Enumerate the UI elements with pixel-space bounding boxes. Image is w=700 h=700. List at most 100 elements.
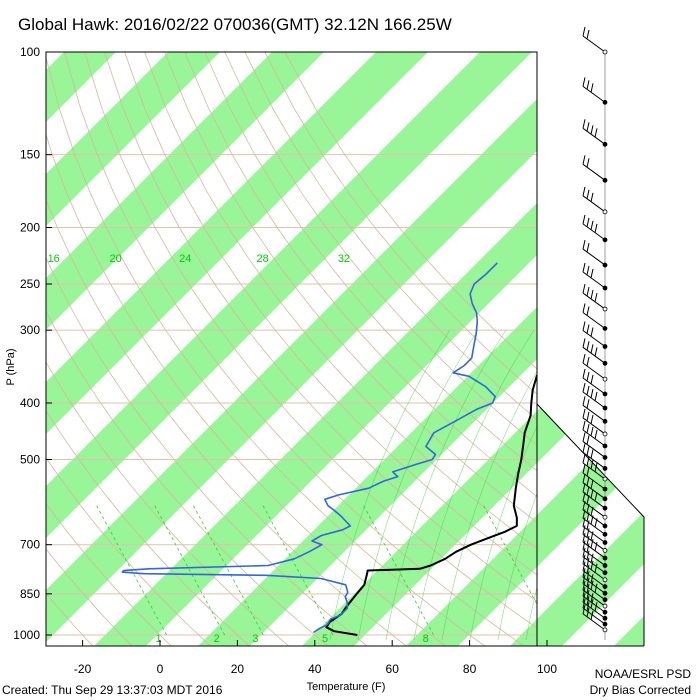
wind-barb [582,517,608,545]
isotherm-band [510,619,537,646]
wind-barb [582,155,608,183]
wind-barbs [582,26,608,633]
x-tick-label: 100 [537,662,557,676]
x-tick-label: 40 [308,662,322,676]
y-tick-label: 500 [20,452,40,466]
x-tick-label: 80 [463,662,477,676]
mixing-ratio-label: 20 [109,253,121,265]
dry-adiabat [144,52,537,549]
chart-title: Global Hawk: 2016/02/22 070036(GMT) 32.1… [18,15,452,34]
wind-barb [582,604,608,633]
isotherm-band [664,0,700,700]
wind-barb [582,382,608,411]
dry-adiabat [124,52,537,576]
moist-adiabat [525,585,537,641]
wind-barb [582,420,608,449]
temperature-axis: -20 0 20 40 60 80 100 [74,640,557,676]
created-timestamp: Created: Thu Sep 29 13:37:03 MDT 2016 [2,683,223,697]
mixing-ratio-bottom-label: 20 [667,633,679,645]
mixing-ratio-bottom-label: 5 [322,633,328,645]
wind-barb [582,483,608,511]
wind-barb [582,262,608,291]
mixing-ratio-lines: 123581220 [96,329,679,645]
wind-barb [582,283,608,312]
dry-adiabat [264,52,537,395]
wind-barb [582,509,608,537]
correction-label: Dry Bias Corrected [590,683,691,697]
mixing-ratio-label: 28 [257,253,269,265]
dry-adiabat [104,52,537,602]
wind-barb [582,473,608,502]
wind-barb [582,463,608,492]
wind-barb [582,453,608,482]
wind-barb [582,338,608,366]
mixing-ratio-label: 32 [338,253,350,265]
moist-adiabat [357,329,479,641]
y-tick-label: 100 [20,45,40,59]
isotherm-band [664,0,700,700]
dewpoint-line [121,262,498,634]
wind-barb [582,554,608,583]
wind-barb [582,593,608,621]
x-tick-label: 60 [386,662,400,676]
dry-adiabat [46,361,290,646]
mixing-ratio-label: 16 [48,253,60,265]
mixing-ratio-bottom-label: 2 [214,633,220,645]
x-tick-label: -20 [74,662,92,676]
wind-barb [582,432,608,460]
wind-barb [582,443,608,471]
wind-barb [582,525,608,553]
isotherm-band [537,52,644,646]
mixing-ratio-line [193,505,264,636]
dry-adiabat [46,133,447,646]
wind-barb [582,580,608,609]
y-tick-label: 700 [20,538,40,552]
dry-adiabat [46,256,368,646]
dry-adiabat [184,52,537,497]
pressure-axis: 100 150 200 250 300 400 500 700 850 1000 [13,45,52,642]
y-tick-label: 250 [20,277,40,291]
x-tick-label: 20 [231,662,245,676]
isotherm-band [46,52,324,330]
mixing-ratio-bottom-label: 1 [156,633,162,645]
mixing-ratio-bottom-label: 3 [252,633,258,645]
moist-adiabat [441,370,537,641]
y-tick-label: 400 [20,396,40,410]
wind-barb [582,599,608,627]
isotherm-band [46,52,220,226]
y-tick-label: 200 [20,221,40,235]
dry-adiabat [46,457,211,646]
wind-barb [582,119,608,147]
wind-barb [582,540,608,568]
wind-barb [582,547,608,576]
wind-barb [582,500,608,529]
dry-adiabat [46,592,94,646]
wind-barb [582,574,608,603]
wind-barb [582,321,608,349]
isotherm-band [46,52,532,538]
dry-adiabat [204,52,537,472]
dry-adiabat [46,548,133,646]
mixing-ratio-label: 12 [0,253,6,265]
dry-adiabat [224,52,537,446]
dry-adiabat [84,52,537,629]
mixing-ratio-label: 24 [179,253,191,265]
isobar-lines [46,52,537,636]
y-tick-label: 850 [20,587,40,601]
wind-barb [582,186,608,215]
wind-barb [582,239,608,268]
organization-label: NOAA/ESRL PSD [595,667,692,681]
mixing-ratio-line [154,505,226,636]
isotherm-band [94,203,537,646]
y-axis-label: P (hPa) [5,348,17,385]
wind-barb [582,77,608,105]
wind-barb [582,354,608,382]
wind-barb [582,396,608,424]
wind-barb [582,303,608,331]
dry-adiabat [46,503,172,646]
moist-adiabat [329,329,451,641]
wind-barb [582,568,608,596]
